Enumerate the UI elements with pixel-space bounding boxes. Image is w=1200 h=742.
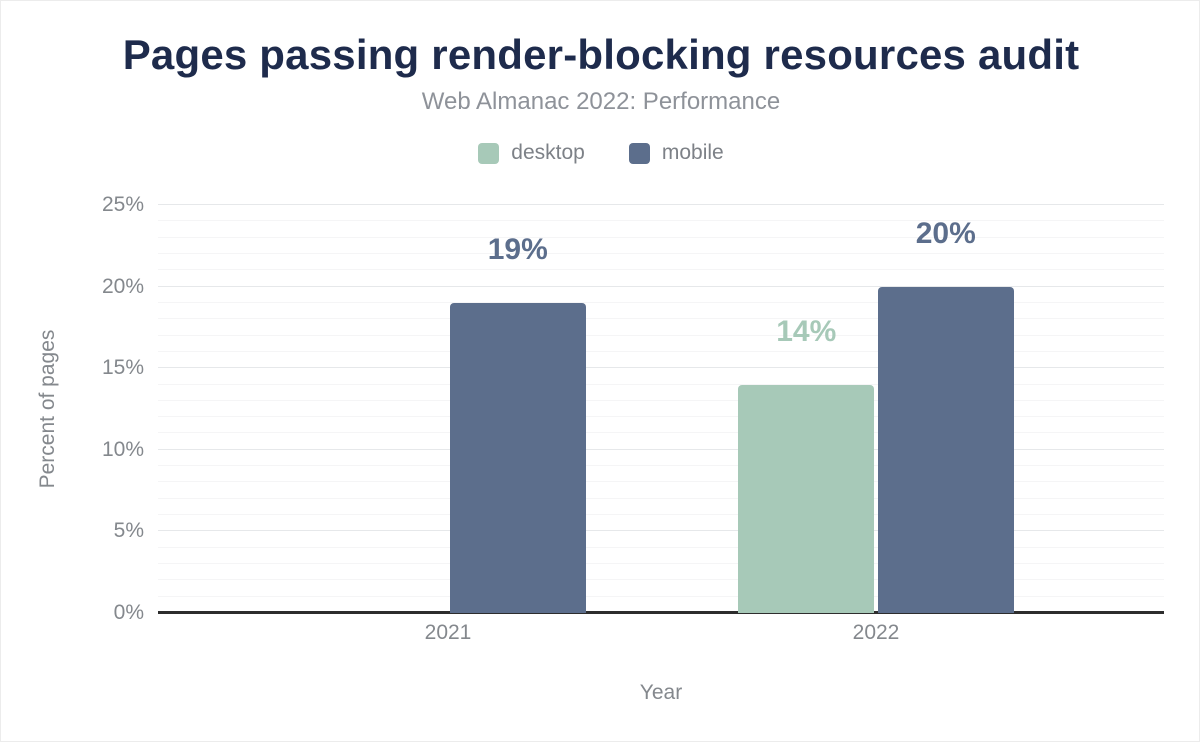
gridline-minor: [158, 236, 1164, 238]
plot-area: 19% 14% 20%: [158, 204, 1164, 614]
legend-swatch-mobile: [628, 142, 650, 164]
legend-item-desktop: desktop: [478, 141, 585, 165]
gridline-minor: [158, 350, 1164, 352]
gridline-minor: [158, 497, 1164, 499]
x-tick-label-2022: 2022: [852, 621, 900, 644]
gridline-minor: [158, 301, 1164, 303]
gridline-minor: [158, 220, 1164, 222]
legend: desktop mobile: [1, 141, 1199, 165]
x-tick-label-2021: 2021: [424, 621, 472, 644]
y-tick-label: 0%: [113, 601, 144, 624]
gridline-minor: [158, 579, 1164, 581]
legend-label-desktop: desktop: [511, 141, 585, 164]
gridline-minor: [158, 399, 1164, 401]
bar-value-label-2022-desktop: 14%: [776, 314, 837, 348]
gridline-minor: [158, 318, 1164, 320]
chart-subtitle: Web Almanac 2022: Performance: [421, 88, 781, 115]
gridline-minor: [158, 546, 1164, 548]
legend-swatch-desktop: [478, 142, 500, 164]
y-tick-label: 10%: [101, 437, 144, 461]
gridline-minor: [158, 252, 1164, 254]
gridline-minor: [158, 563, 1164, 565]
gridline-minor: [158, 481, 1164, 483]
y-tick-label: 20%: [101, 274, 144, 298]
gridline-minor: [158, 432, 1164, 434]
y-tick-label: 15%: [101, 356, 144, 380]
gridline-minor: [158, 383, 1164, 385]
gridline-minor: [158, 334, 1164, 336]
gridline-major: [158, 367, 1164, 369]
gridline-major: [158, 204, 1164, 205]
gridline-minor: [158, 595, 1164, 597]
bar-2021-mobile: [449, 302, 586, 613]
gridline-major: [158, 285, 1164, 287]
y-axis-title: Percent of pages: [36, 329, 59, 489]
y-tick-label: 5%: [113, 519, 144, 543]
gridline-major: [158, 448, 1164, 450]
gridline-major: [158, 530, 1164, 532]
gridline-minor: [158, 269, 1164, 271]
gridline-minor: [158, 416, 1164, 418]
bar-2022-mobile: [877, 286, 1014, 613]
bar-value-label-2021-mobile: 19%: [487, 232, 548, 266]
legend-label-mobile: mobile: [661, 141, 724, 164]
bar-2022-desktop: [738, 384, 875, 613]
legend-item-mobile: mobile: [628, 141, 724, 165]
chart-title: Pages passing render-blocking resources …: [122, 31, 1080, 78]
bar-value-label-2022-mobile: 20%: [915, 216, 976, 250]
y-tick-label: 25%: [101, 193, 144, 216]
x-axis-line: [158, 611, 1164, 614]
x-axis-title: Year: [639, 681, 683, 704]
gridline-minor: [158, 465, 1164, 467]
gridline-minor: [158, 514, 1164, 516]
